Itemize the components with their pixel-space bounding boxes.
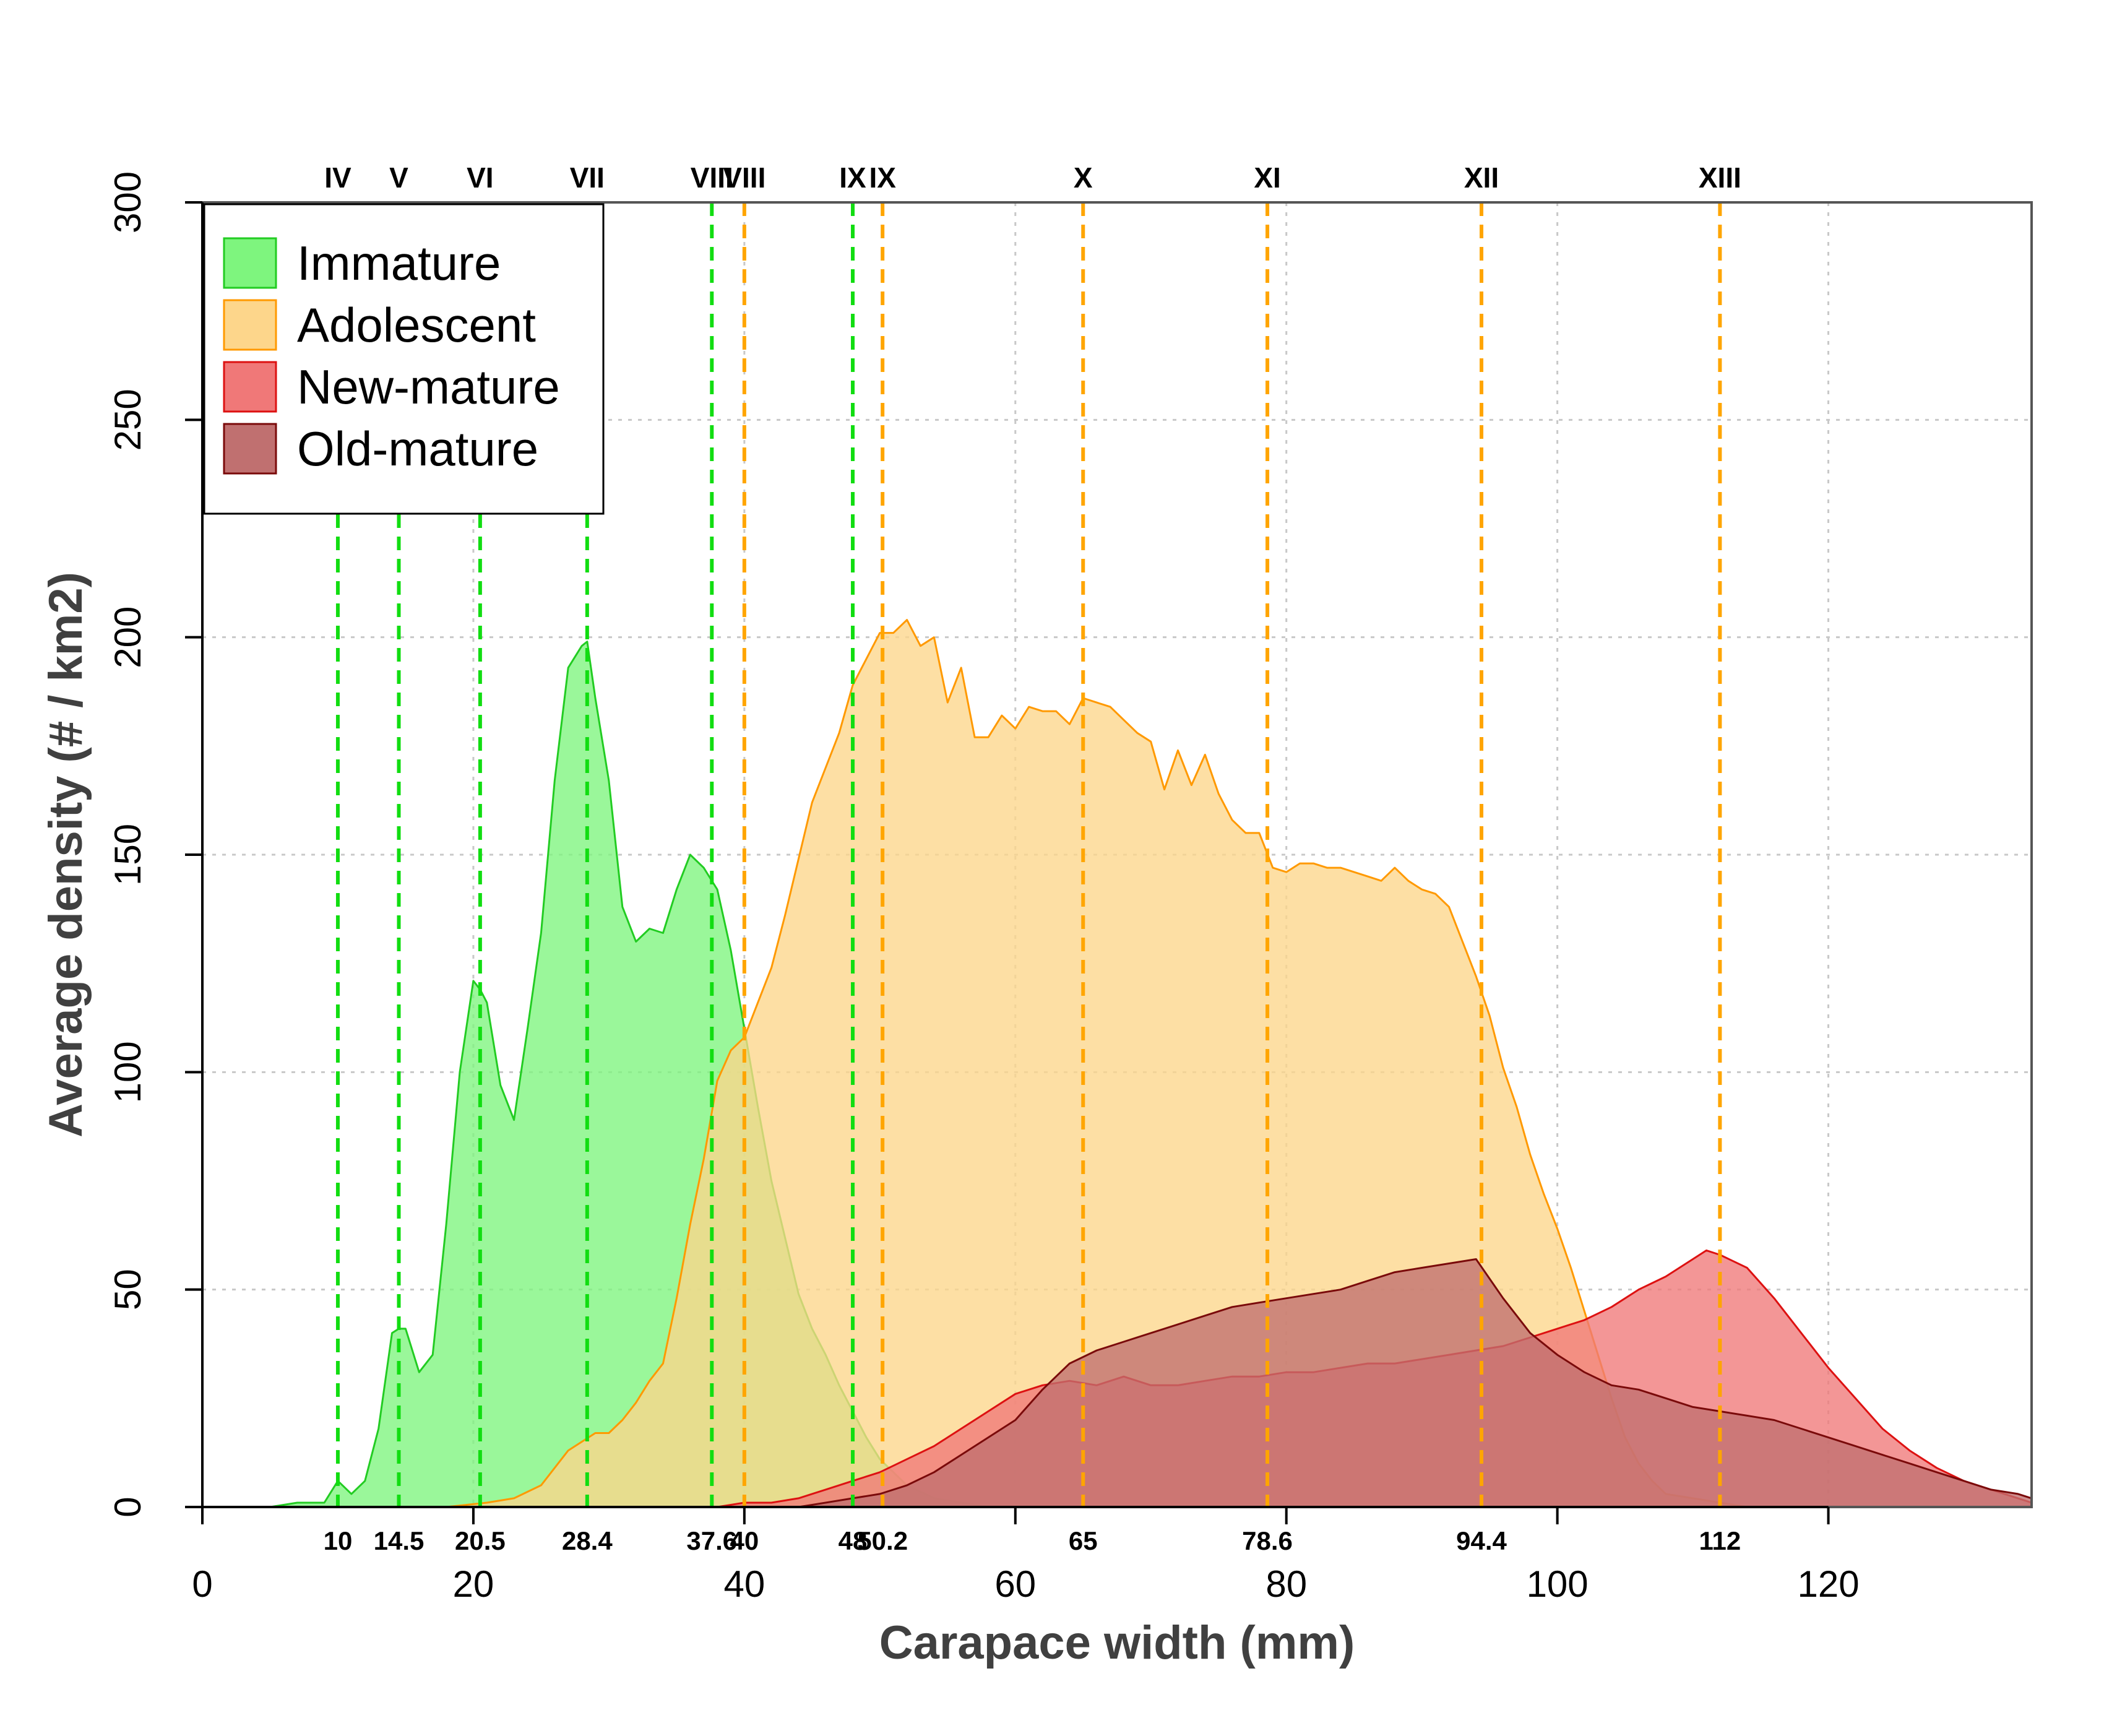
legend-entry-label: Immature xyxy=(297,236,501,290)
y-tick-label: 250 xyxy=(107,389,149,451)
y-tick-label: 150 xyxy=(107,824,149,886)
instar-label: XI xyxy=(1254,162,1280,194)
area-series xyxy=(242,619,2033,1508)
instar-label: X xyxy=(1074,162,1093,194)
instar-label: VI xyxy=(467,162,493,194)
instar-label: XIII xyxy=(1699,162,1741,194)
x-tick-label: 100 xyxy=(1527,1563,1589,1605)
instar-value-label: 28.4 xyxy=(562,1526,613,1555)
legend-entry-label: Old-mature xyxy=(297,421,538,476)
instar-value-label: 40 xyxy=(730,1526,759,1555)
legend-entry-label: Adolescent xyxy=(297,298,536,352)
instar-value-label: 112 xyxy=(1699,1526,1741,1555)
instar-label: IX xyxy=(839,162,866,194)
x-axis-title: Carapace width (mm) xyxy=(879,1617,1355,1669)
instar-label: IV xyxy=(324,162,351,194)
x-tick-label: 120 xyxy=(1798,1563,1860,1605)
instar-label: VII xyxy=(570,162,605,194)
x-tick-label: 80 xyxy=(1265,1563,1307,1605)
y-tick-label: 300 xyxy=(107,171,149,233)
y-tick-label: 100 xyxy=(107,1041,149,1103)
instar-value-label: 78.6 xyxy=(1242,1526,1293,1555)
y-axis-title: Average density (# / km2) xyxy=(40,572,92,1138)
instar-label: XII xyxy=(1464,162,1499,194)
y-tick-label: 0 xyxy=(107,1496,149,1517)
legend-swatch xyxy=(223,361,277,413)
legend-entry-label: New-mature xyxy=(297,360,560,414)
instar-value-label: 14.5 xyxy=(374,1526,425,1555)
instar-value-label: 65 xyxy=(1069,1526,1098,1555)
instar-label: IX xyxy=(869,162,896,194)
instar-value-label: 50.2 xyxy=(857,1526,908,1555)
instar-label: VIII xyxy=(723,162,765,194)
instar-value-label: 20.5 xyxy=(455,1526,506,1555)
instar-value-label: 94.4 xyxy=(1456,1526,1507,1555)
legend-swatch xyxy=(223,423,277,475)
x-tick-label: 40 xyxy=(723,1563,765,1605)
area-old-mature xyxy=(797,1258,2033,1508)
instar-value-label: 37.6 xyxy=(686,1526,737,1555)
x-tick-label: 20 xyxy=(453,1563,494,1605)
x-tick-label: 0 xyxy=(192,1563,212,1605)
y-tick-label: 200 xyxy=(107,607,149,668)
instar-value-label: 48 xyxy=(839,1526,868,1555)
y-tick-label: 50 xyxy=(107,1269,149,1310)
instar-lines: IV 10 V 14.5 VI 20.5 VII 28.4 VIII 37.6 VIII 40 IX 48… xyxy=(324,162,1741,1555)
legend-swatch xyxy=(223,237,277,289)
instar-value-label: 10 xyxy=(324,1526,353,1555)
instar-label: V xyxy=(389,162,408,194)
axes: 0 20 40 60 80 100 120 0 50 100 150 200 250 300 xyxy=(107,171,1860,1605)
instar-label: VIII xyxy=(691,162,733,194)
x-tick-label: 60 xyxy=(994,1563,1036,1605)
legend-swatch xyxy=(223,299,277,351)
legend: Immature Adolescent New-mature Old-mature xyxy=(203,203,605,515)
